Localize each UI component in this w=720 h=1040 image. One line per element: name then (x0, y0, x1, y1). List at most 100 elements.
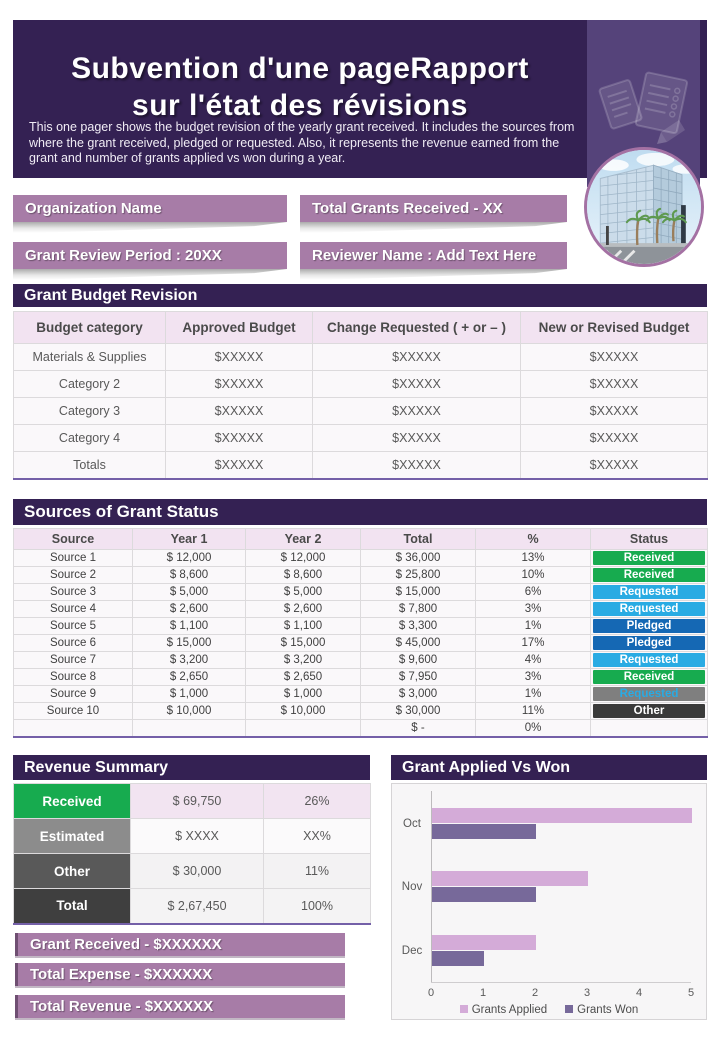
table-cell: $XXXXX (520, 370, 708, 398)
total-grants-received-bar: Total Grants Received - XX (300, 195, 567, 222)
table-row: Source 1 $ 12,000 $ 12,000 $ 36,000 13% Recei… (13, 549, 708, 567)
legend-label: Grants Won (577, 1004, 639, 1016)
table-cell: 1% (475, 685, 591, 703)
column-header: New or Revised Budget (520, 311, 708, 344)
table-cell: Source 5 (13, 617, 133, 635)
table-cell: 17% (475, 634, 591, 652)
table-cell: $ 15,000 (245, 634, 361, 652)
table-cell: $XXXXX (312, 397, 521, 425)
column-header: Status (590, 528, 708, 550)
table-cell: $XXXXX (312, 370, 521, 398)
revenue-label: Other (13, 853, 131, 889)
x-tick-label: 5 (687, 987, 695, 999)
column-header: Approved Budget (165, 311, 313, 344)
grant-review-period-bar: Grant Review Period : 20XX (13, 242, 287, 269)
revenue-label: Estimated (13, 818, 131, 854)
legend-label: Grants Applied (471, 1004, 548, 1016)
table-row: Source 3 $ 5,000 $ 5,000 $ 15,000 6% Requeste… (13, 583, 708, 601)
table-cell: $ 2,650 (132, 668, 246, 686)
budget-table: Budget category Approved Budget Change Req… (13, 311, 708, 480)
status-badge: Requested (593, 687, 705, 701)
sources-section-title: Sources of Grant Status (13, 499, 707, 525)
status-badge: Received (593, 670, 705, 684)
table-cell: Totals (13, 451, 166, 479)
table-cell: 13% (475, 549, 591, 567)
table-cell: $ 7,800 (360, 600, 476, 618)
table-cell: $ 3,300 (360, 617, 476, 635)
table-cell: $ 12,000 (132, 549, 246, 567)
column-header: Total (360, 528, 476, 550)
table-row: Other $ 30,000 11% (13, 853, 371, 889)
revenue-percent: 11% (263, 853, 371, 889)
x-tick-label: 3 (583, 987, 591, 999)
table-cell: $ 15,000 (132, 634, 246, 652)
table-cell: Materials & Supplies (13, 343, 166, 371)
table-cell: $XXXXX (312, 424, 521, 452)
table-cell: $ 5,000 (245, 583, 361, 601)
table-cell (13, 719, 133, 737)
table-cell: $XXXXX (165, 424, 313, 452)
title-line1: Subvention d'une pageRapport (71, 52, 529, 85)
status-cell: Requested (590, 583, 708, 601)
status-cell (590, 719, 708, 737)
table-cell (245, 719, 361, 737)
status-badge: Other (593, 704, 705, 718)
budget-section-title: Grant Budget Revision (13, 284, 707, 307)
table-cell: $XXXXX (520, 424, 708, 452)
building-photo (584, 147, 704, 267)
table-cell: Source 9 (13, 685, 133, 703)
table-cell: $ - (360, 719, 476, 737)
status-cell: Pledged (590, 634, 708, 652)
status-badge: Received (593, 568, 705, 582)
revenue-table: Received $ 69,750 26% Estimated $ XXXX XX% Oth… (13, 783, 371, 925)
bar-shadow (13, 269, 287, 280)
category-label-oct: Oct (403, 818, 421, 830)
table-cell: $ 1,000 (245, 685, 361, 703)
table-row: Source 7 $ 3,200 $ 3,200 $ 9,600 4% Requested (13, 651, 708, 669)
table-row: Source 2 $ 8,600 $ 8,600 $ 25,800 10% Receive… (13, 566, 708, 584)
x-tick-label: 2 (531, 987, 539, 999)
status-badge: Requested (593, 653, 705, 667)
status-cell: Requested (590, 651, 708, 669)
status-cell: Requested (590, 685, 708, 703)
status-badge: Received (593, 551, 705, 565)
reviewer-name-bar: Reviewer Name : Add Text Here (300, 242, 567, 269)
table-cell: Source 8 (13, 668, 133, 686)
bar-dec-grants-applied (432, 935, 536, 950)
status-badge: Requested (593, 585, 705, 599)
table-cell: $ 45,000 (360, 634, 476, 652)
bar-nov-grants-won (432, 887, 536, 902)
table-row: Totals $XXXXX $XXXXX $XXXXX (13, 451, 708, 479)
category-label-dec: Dec (401, 945, 423, 957)
status-cell: Requested (590, 600, 708, 618)
table-cell: 4% (475, 651, 591, 669)
column-header: Year 1 (132, 528, 246, 550)
table-cell: $XXXXX (165, 370, 313, 398)
table-cell: $XXXXX (520, 343, 708, 371)
table-cell (132, 719, 246, 737)
table-cell: Source 7 (13, 651, 133, 669)
table-row: Source 5 $ 1,100 $ 1,100 $ 3,300 1% Pledged (13, 617, 708, 635)
table-cell: Source 1 (13, 549, 133, 567)
bar-nov-grants-applied (432, 871, 588, 886)
total-revenue-bar: Total Revenue - $XXXXXX (15, 995, 345, 1018)
table-row: Category 3 $XXXXX $XXXXX $XXXXX (13, 397, 708, 425)
status-badge: Pledged (593, 636, 705, 650)
table-cell: $XXXXX (520, 451, 708, 479)
table-cell: Source 2 (13, 566, 133, 584)
table-cell: $ 1,000 (132, 685, 246, 703)
table-row: Category 4 $XXXXX $XXXXX $XXXXX (13, 424, 708, 452)
table-row: Source 6 $ 15,000 $ 15,000 $ 45,000 17% Pledg… (13, 634, 708, 652)
table-cell: Source 3 (13, 583, 133, 601)
table-cell: $XXXXX (165, 397, 313, 425)
revenue-value: $ 2,67,450 (130, 888, 264, 924)
category-label-nov: Nov (401, 881, 423, 893)
total-expense-bar: Total Expense - $XXXXXX (15, 963, 345, 986)
table-cell: 0% (475, 719, 591, 737)
table-cell: $ 3,200 (245, 651, 361, 669)
status-cell: Received (590, 566, 708, 584)
table-cell: $ 10,000 (245, 702, 361, 720)
column-header: Source (13, 528, 133, 550)
table-cell: $ 8,600 (245, 566, 361, 584)
